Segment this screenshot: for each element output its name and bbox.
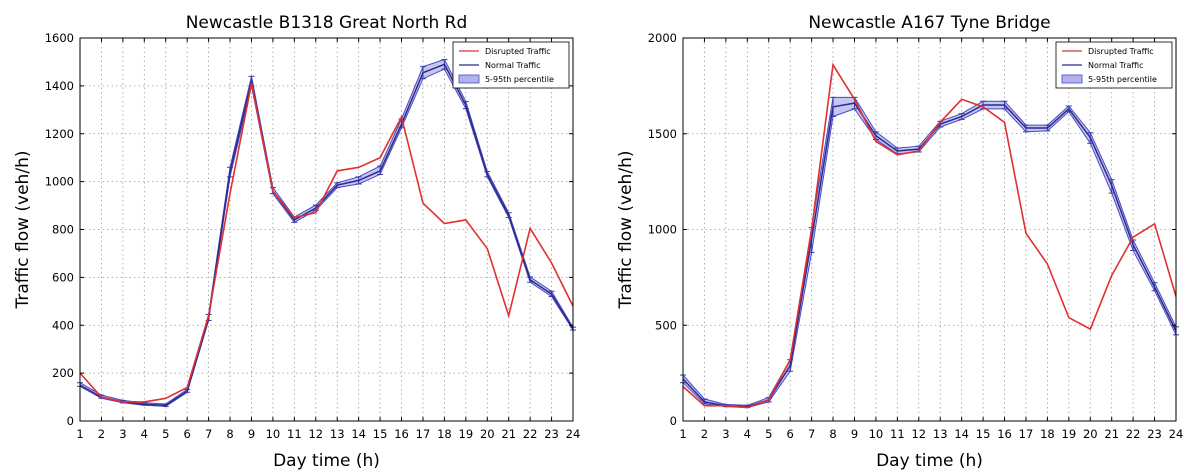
chart1-x-tick-label: 4 bbox=[141, 427, 148, 441]
chart2-x-tick-label: 22 bbox=[1126, 427, 1141, 441]
chart1-x-tick-label: 21 bbox=[501, 427, 516, 441]
chart1-x-tick-label: 22 bbox=[523, 427, 538, 441]
chart1-x-tick-label: 16 bbox=[394, 427, 409, 441]
chart2-x-tick-label: 12 bbox=[911, 427, 926, 441]
chart2-x-tick-label: 19 bbox=[1062, 427, 1077, 441]
chart2-x-tick-label: 4 bbox=[744, 427, 751, 441]
chart1-legend-percentile-label: 5-95th percentile bbox=[485, 75, 554, 84]
chart2-x-tick-label: 15 bbox=[976, 427, 991, 441]
chart2-x-tick-label: 1 bbox=[679, 427, 686, 441]
chart1-normal-traffic-line bbox=[79, 63, 574, 407]
chart2-percentile-band bbox=[683, 97, 1176, 408]
chart2-y-tick-label: 1500 bbox=[648, 127, 677, 141]
chart1-x-tick-label: 20 bbox=[480, 427, 495, 441]
chart1-band-lower-line bbox=[79, 68, 574, 407]
chart1-legend-percentile-swatch bbox=[458, 74, 480, 84]
chart1-y-tick-label: 0 bbox=[67, 414, 74, 428]
chart2-x-tick-label: 14 bbox=[954, 427, 969, 441]
chart1-x-tick-label: 18 bbox=[437, 427, 452, 441]
chart1-x-tick-label: 12 bbox=[308, 427, 323, 441]
chart1-x-tick-label: 11 bbox=[287, 427, 302, 441]
chart1-y-tick-label: 600 bbox=[52, 270, 74, 284]
chart1-x-tick-label: 10 bbox=[266, 427, 281, 441]
chart2-x-tick-label: 16 bbox=[997, 427, 1012, 441]
chart2-y-tick-label: 1000 bbox=[648, 223, 677, 237]
chart2-normal-traffic-line bbox=[682, 102, 1177, 408]
chart2-x-tick-label: 17 bbox=[1019, 427, 1034, 441]
chart1-x-tick-label: 19 bbox=[459, 427, 474, 441]
chart1-x-tick-label: 1 bbox=[76, 427, 83, 441]
chart2-x-tick-label: 18 bbox=[1040, 427, 1055, 441]
chart2-x-tick-label: 7 bbox=[808, 427, 815, 441]
chart2-x-tick-label: 23 bbox=[1147, 427, 1162, 441]
chart2-disrupted-traffic-line bbox=[682, 62, 1177, 409]
chart1-x-tick-label: 14 bbox=[351, 427, 366, 441]
chart2-band-upper-line bbox=[682, 96, 1177, 406]
chart1-percentile-band bbox=[80, 59, 573, 407]
chart2-legend-percentile-label: 5-95th percentile bbox=[1088, 75, 1157, 84]
chart1-y-tick-label: 800 bbox=[52, 223, 74, 237]
chart1-title: Newcastle B1318 Great North Rd bbox=[186, 13, 468, 33]
chart1-x-tick-label: 23 bbox=[544, 427, 559, 441]
chart2-x-tick-label: 10 bbox=[869, 427, 884, 441]
chart1-x-tick-label: 8 bbox=[226, 427, 233, 441]
chart2-x-tick-label: 20 bbox=[1083, 427, 1098, 441]
chart1-x-tick-label: 7 bbox=[205, 427, 212, 441]
chart1-y-tick-label: 1600 bbox=[45, 31, 74, 45]
chart2-x-tick-label: 9 bbox=[851, 427, 858, 441]
chart1-y-axis-label: Traffic flow (veh/h) bbox=[13, 151, 33, 310]
chart1-legend-disrupted-label: Disrupted Traffic bbox=[485, 47, 551, 56]
chart2-title: Newcastle A167 Tyne Bridge bbox=[808, 13, 1050, 33]
chart1-y-tick-label: 400 bbox=[52, 318, 74, 332]
chart2-x-tick-label: 13 bbox=[933, 427, 948, 441]
chart1-x-tick-label: 13 bbox=[330, 427, 345, 441]
chart1-x-tick-label: 24 bbox=[566, 427, 581, 441]
chart1-x-tick-label: 5 bbox=[162, 427, 169, 441]
chart2-x-tick-label: 11 bbox=[890, 427, 905, 441]
chart1-x-tick-label: 2 bbox=[98, 427, 105, 441]
chart1-x-tick-label: 9 bbox=[248, 427, 255, 441]
chart1-band-upper-line bbox=[79, 58, 574, 405]
chart1-y-tick-label: 1400 bbox=[45, 79, 74, 93]
chart2-x-tick-label: 5 bbox=[765, 427, 772, 441]
chart2-x-tick-label: 24 bbox=[1169, 427, 1184, 441]
chart2-y-axis-label: Traffic flow (veh/h) bbox=[616, 151, 636, 310]
chart2-y-tick-label: 0 bbox=[670, 414, 677, 428]
chart2-legend-percentile-swatch bbox=[1061, 74, 1083, 84]
chart2-y-tick-label: 500 bbox=[655, 318, 677, 332]
chart1-x-axis-label: Day time (h) bbox=[273, 451, 380, 471]
chart2-band-lower-line bbox=[682, 108, 1177, 409]
chart1-x-tick-label: 6 bbox=[184, 427, 191, 441]
chart1-legend-normal-label: Normal Traffic bbox=[485, 61, 541, 70]
chart2-x-tick-label: 21 bbox=[1104, 427, 1119, 441]
chart1-disrupted-traffic-line bbox=[79, 83, 574, 403]
chart2-x-tick-label: 6 bbox=[787, 427, 794, 441]
chart2-x-tick-label: 2 bbox=[701, 427, 708, 441]
chart1-x-tick-label: 3 bbox=[119, 427, 126, 441]
chart2-y-tick-label: 2000 bbox=[648, 31, 677, 45]
chart1-y-tick-label: 1000 bbox=[45, 175, 74, 189]
chart1-x-tick-label: 17 bbox=[416, 427, 431, 441]
chart2-x-tick-label: 3 bbox=[722, 427, 729, 441]
chart2-x-tick-label: 8 bbox=[829, 427, 836, 441]
chart1-y-tick-label: 1200 bbox=[45, 127, 74, 141]
chart2-legend-normal-label: Normal Traffic bbox=[1088, 61, 1144, 70]
chart2-legend-disrupted-label: Disrupted Traffic bbox=[1088, 47, 1154, 56]
chart2-x-axis-label: Day time (h) bbox=[876, 451, 983, 471]
chart1-x-tick-label: 15 bbox=[373, 427, 388, 441]
chart1-y-tick-label: 200 bbox=[52, 366, 74, 380]
